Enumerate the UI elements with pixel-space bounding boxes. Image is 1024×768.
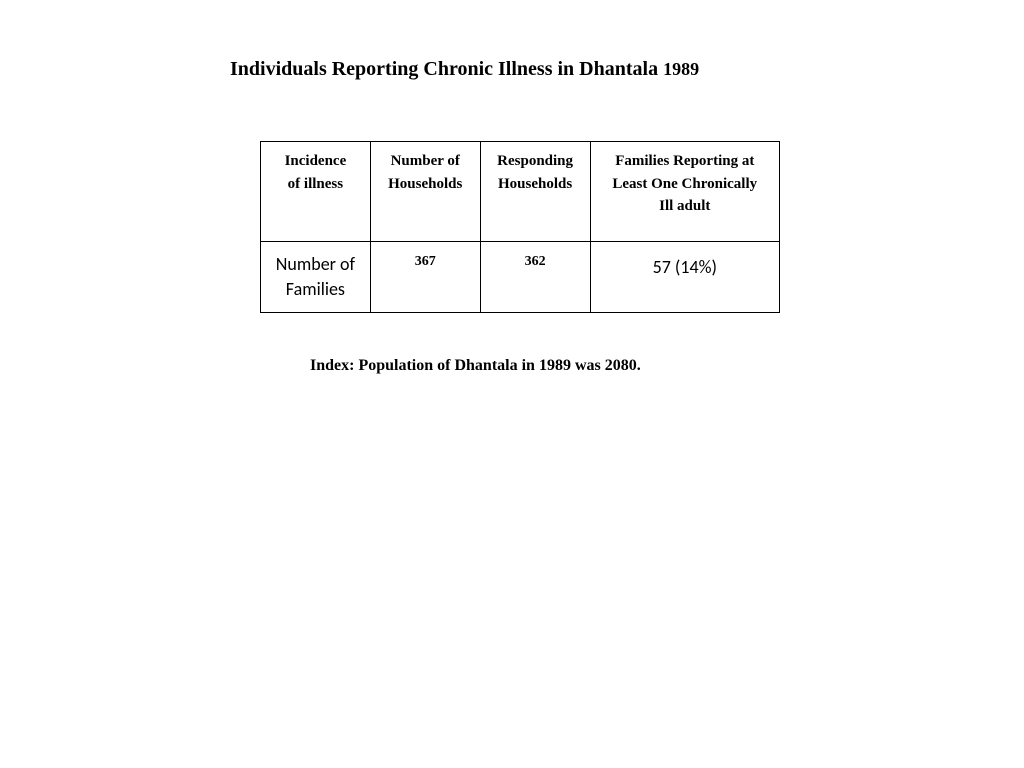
header-text: of illness: [288, 176, 343, 192]
table-row: Number of Families 367 362 57 (14%): [261, 242, 780, 313]
header-text: Households: [388, 176, 462, 192]
header-incidence: Incidence of illness: [261, 142, 371, 242]
header-text: Families Reporting at: [615, 153, 754, 169]
header-text: Responding: [497, 153, 573, 169]
table-header-row: Incidence of illness Number of Household…: [261, 142, 780, 242]
table-container: Incidence of illness Number of Household…: [260, 141, 1024, 313]
header-families-reporting: Families Reporting at Least One Chronica…: [590, 142, 779, 242]
cell-value: 362: [525, 254, 546, 269]
index-note: Index: Population of Dhantala in 1989 wa…: [310, 357, 1024, 375]
data-cell-responding: 362: [480, 242, 590, 313]
cell-value: 367: [415, 254, 436, 269]
header-text: Households: [498, 176, 572, 192]
page-title: Individuals Reporting Chronic Illness in…: [0, 0, 1024, 81]
header-text: Incidence: [285, 153, 347, 169]
row-label-cell: Number of Families: [261, 242, 371, 313]
title-year: 1989: [663, 59, 699, 79]
header-text: Ill adult: [659, 198, 710, 214]
data-cell-households: 367: [370, 242, 480, 313]
row-label-text: Number of: [276, 253, 355, 275]
header-text: Number of: [391, 153, 460, 169]
data-cell-families-reporting: 57 (14%): [590, 242, 779, 313]
header-responding: Responding Households: [480, 142, 590, 242]
header-households: Number of Households: [370, 142, 480, 242]
header-text: Least One Chronically: [612, 176, 757, 192]
data-table: Incidence of illness Number of Household…: [260, 141, 780, 313]
title-main: Individuals Reporting Chronic Illness in…: [230, 58, 663, 80]
cell-value: 57 (14%): [653, 256, 717, 278]
row-label-text: Families: [286, 278, 345, 300]
